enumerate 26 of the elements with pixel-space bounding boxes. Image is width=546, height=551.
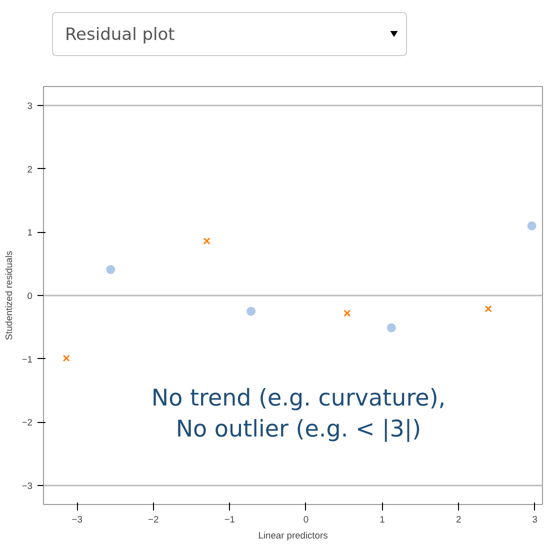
x-tick-label: 2 bbox=[456, 514, 462, 524]
point bbox=[203, 237, 210, 245]
x-axis-title: Linear predictors bbox=[258, 530, 328, 540]
y-axis-title: Studentized residuals bbox=[4, 250, 14, 340]
point bbox=[106, 265, 116, 274]
y-tick-label: −2 bbox=[22, 418, 33, 428]
point bbox=[484, 305, 492, 312]
chart-title: Residual plot bbox=[52, 12, 407, 56]
point bbox=[62, 354, 70, 362]
x-tick-label: −1 bbox=[224, 514, 235, 524]
point bbox=[246, 306, 256, 316]
y-tick-label: −1 bbox=[22, 354, 33, 364]
x-tick-label: 3 bbox=[532, 514, 538, 524]
point bbox=[386, 323, 396, 332]
x-tick-label: 1 bbox=[380, 514, 385, 524]
annotation: No trend (e.g. curvature), No outlier (e.g. < |3|) bbox=[151, 385, 446, 442]
y-tick-label: 2 bbox=[27, 164, 33, 174]
y-tick-label: 3 bbox=[27, 101, 33, 111]
y-tick-label: 1 bbox=[27, 228, 33, 238]
x-tick-label: −2 bbox=[148, 514, 159, 524]
y-tick-label: 0 bbox=[27, 291, 33, 301]
point bbox=[344, 310, 351, 317]
point bbox=[527, 221, 536, 230]
x-tick-label: 0 bbox=[303, 514, 309, 524]
x-tick-label: −3 bbox=[72, 514, 82, 524]
y-tick-label: −3 bbox=[22, 481, 33, 491]
